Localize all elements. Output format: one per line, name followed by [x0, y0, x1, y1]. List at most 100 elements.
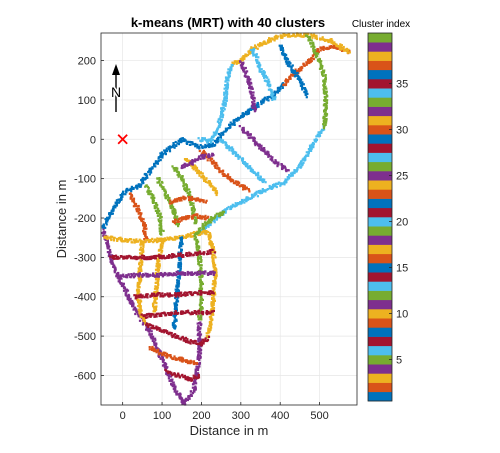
scatter-point	[175, 255, 178, 258]
scatter-point	[195, 368, 198, 371]
scatter-point	[292, 74, 295, 77]
scatter-point	[181, 242, 184, 246]
scatter-point	[157, 240, 160, 243]
scatter-point	[161, 249, 164, 252]
scatter-point	[176, 142, 180, 145]
scatter-point	[177, 296, 180, 299]
scatter-point	[299, 66, 302, 69]
scatter-point	[147, 192, 150, 196]
scatter-point	[227, 205, 230, 209]
scatter-point	[211, 145, 214, 148]
scatter-point	[148, 167, 151, 170]
scatter-point	[200, 274, 203, 277]
scatter-point	[199, 340, 202, 343]
scatter-point	[303, 91, 306, 94]
scatter-point	[211, 188, 215, 191]
scatter-point	[207, 331, 210, 334]
scatter-point	[161, 187, 164, 190]
y-tick-label: -600	[74, 370, 96, 382]
scatter-point	[179, 252, 182, 255]
scatter-point	[167, 354, 170, 357]
scatter-point	[205, 146, 208, 149]
scatter-point	[187, 163, 190, 166]
scatter-point	[155, 294, 158, 297]
scatter-point	[262, 71, 266, 75]
scatter-point	[157, 207, 160, 210]
scatter-point	[143, 296, 146, 299]
scatter-point	[302, 83, 305, 86]
scatter-point	[180, 357, 183, 360]
scatter-point	[165, 352, 169, 355]
scatter-point	[164, 314, 168, 317]
scatter-point	[208, 325, 211, 328]
colorbar-tick-label: 35	[396, 79, 408, 91]
scatter-point	[245, 113, 248, 116]
scatter-point	[160, 272, 163, 275]
scatter-point	[170, 380, 173, 383]
scatter-point	[160, 254, 163, 257]
scatter-point	[308, 144, 312, 147]
scatter-point	[231, 179, 235, 182]
scatter-point	[165, 366, 168, 369]
scatter-point	[189, 292, 192, 295]
scatter-point	[255, 104, 258, 107]
scatter-point	[153, 308, 156, 311]
scatter-point	[186, 309, 190, 312]
scatter-point	[307, 58, 311, 61]
scatter-point	[278, 44, 281, 47]
scatter-point	[248, 190, 251, 193]
scatter-point	[226, 77, 229, 80]
scatter-point	[339, 43, 342, 46]
scatter-point	[225, 127, 228, 131]
scatter-point	[172, 357, 175, 360]
scatter-point	[160, 238, 163, 241]
scatter-point	[195, 197, 198, 200]
scatter-point	[153, 341, 156, 344]
scatter-point	[212, 260, 215, 263]
scatter-point	[150, 347, 153, 350]
scatter-point	[195, 253, 198, 257]
scatter-point	[276, 37, 279, 40]
scatter-point	[193, 390, 196, 393]
scatter-point	[154, 165, 157, 168]
scatter-point	[190, 361, 193, 364]
scatter-point	[204, 217, 207, 220]
scatter-point	[177, 358, 180, 361]
scatter-point	[115, 204, 118, 207]
scatter-point	[210, 311, 213, 314]
scatter-point	[180, 137, 183, 140]
scatter-point	[191, 217, 194, 220]
scatter-point	[153, 310, 157, 313]
scatter-point	[154, 297, 157, 300]
scatter-point	[170, 334, 173, 337]
scatter-point	[202, 253, 205, 256]
scatter-point	[160, 216, 163, 219]
scatter-point	[249, 133, 252, 136]
scatter-point	[317, 50, 320, 54]
cluster-31	[183, 158, 219, 197]
scatter-point	[134, 186, 137, 189]
scatter-point	[244, 110, 248, 114]
scatter-point	[139, 315, 142, 318]
scatter-point	[194, 271, 197, 274]
scatter-point	[178, 197, 181, 200]
scatter-point	[106, 218, 109, 221]
scatter-point	[300, 68, 303, 71]
scatter-point	[170, 375, 173, 378]
scatter-point	[150, 327, 153, 330]
scatter-point	[241, 112, 244, 115]
scatter-point	[190, 196, 193, 199]
scatter-point	[190, 197, 193, 200]
scatter-point	[225, 146, 228, 149]
cluster-6	[197, 63, 234, 144]
scatter-point	[161, 240, 164, 243]
scatter-point	[158, 255, 161, 258]
scatter-point	[311, 36, 314, 39]
scatter-point	[171, 165, 174, 168]
cluster-28	[140, 309, 215, 319]
scatter-point	[297, 166, 300, 169]
scatter-point	[199, 348, 202, 351]
scatter-point	[267, 99, 270, 102]
scatter-point	[302, 62, 305, 65]
scatter-point	[316, 48, 319, 51]
